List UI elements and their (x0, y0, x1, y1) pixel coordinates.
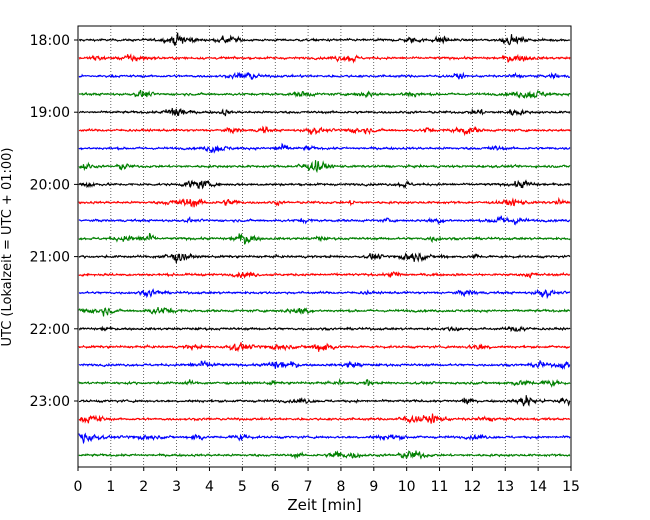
trace-row-1945 (78, 160, 571, 174)
trace-row-2115 (78, 271, 571, 279)
y-tick-label-19:00: 19:00 (30, 105, 70, 121)
y-tick-label-20:00: 20:00 (30, 177, 70, 193)
y-tick-label-21:00: 21:00 (30, 250, 70, 266)
x-tick-label-8: 8 (336, 479, 345, 495)
x-tick-label-5: 5 (238, 479, 247, 495)
trace-row-2300 (78, 395, 571, 407)
trace-row-2330 (78, 432, 571, 445)
y-tick-label-22:00: 22:00 (30, 322, 70, 338)
trace-row-1845 (78, 89, 571, 100)
trace-row-2045 (78, 232, 571, 245)
trace-row-2215 (78, 342, 571, 353)
trace-row-1800 (78, 32, 571, 47)
trace-row-2100 (78, 252, 571, 264)
trace-row-1930 (78, 142, 571, 154)
x-tick-label-11: 11 (431, 479, 449, 495)
trace-row-1915 (78, 125, 571, 137)
plot-frame (77, 25, 572, 468)
x-tick-label-3: 3 (172, 479, 181, 495)
y-tick-label-23:00: 23:00 (30, 394, 70, 410)
x-tick-label-6: 6 (271, 479, 280, 495)
x-tick-label-14: 14 (529, 479, 547, 495)
x-tick-label-10: 10 (398, 479, 416, 495)
y-tick-label-18:00: 18:00 (30, 33, 70, 49)
x-tick-label-1: 1 (106, 479, 115, 495)
trace-row-2145 (78, 306, 571, 317)
x-tick-label-9: 9 (369, 479, 378, 495)
trace-row-2345 (78, 450, 571, 460)
trace-row-1815 (78, 53, 571, 64)
x-tick-label-12: 12 (463, 479, 481, 495)
x-tick-label-15: 15 (562, 479, 580, 495)
x-axis-ticks: 0 1 2 3 4 5 6 7 8 9 10 11 12 13 14 15 (74, 467, 580, 495)
x-tick-label-13: 13 (496, 479, 514, 495)
x-tick-label-4: 4 (205, 479, 214, 495)
trace-row-2245 (78, 377, 571, 388)
trace-rows (78, 32, 571, 460)
x-tick-label-0: 0 (74, 479, 83, 495)
trace-row-2015 (78, 196, 571, 208)
trace-row-2315 (78, 413, 571, 424)
x-axis-label: Zeit [min] (287, 496, 361, 514)
trace-row-1900 (78, 107, 571, 117)
trace-row-2000 (78, 179, 571, 190)
trace-row-1830 (78, 71, 571, 81)
x-tick-label-7: 7 (304, 479, 313, 495)
y-axis-label: UTC (Lokalzeit = UTC + 01:00) (0, 148, 15, 347)
y-axis-ticks: 18:00 19:00 20:00 21:00 22:00 23:00 (30, 33, 78, 410)
trace-row-2030 (78, 215, 571, 226)
trace-row-2130 (78, 288, 571, 300)
trace-row-2230 (78, 359, 571, 370)
trace-row-2200 (78, 325, 571, 333)
x-tick-label-2: 2 (139, 479, 148, 495)
